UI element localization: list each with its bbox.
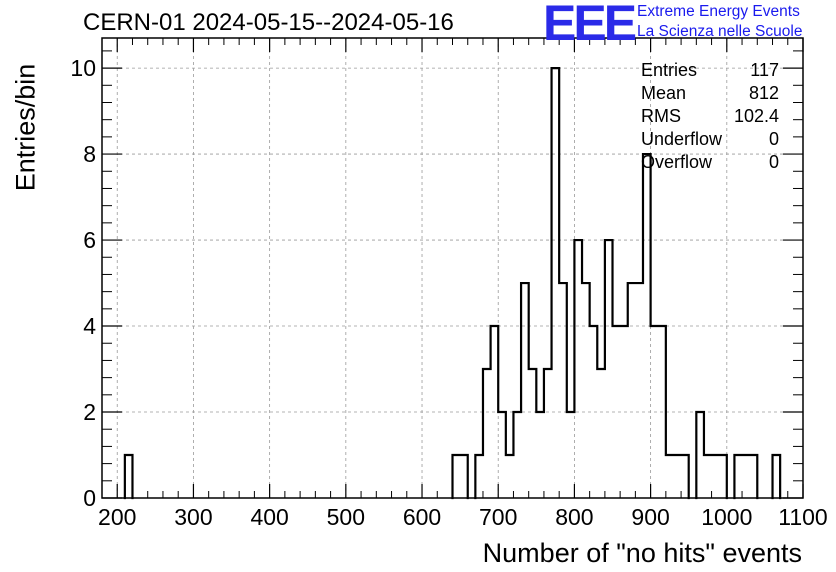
x-tick-label: 1100 — [778, 504, 827, 530]
histogram-bin — [475, 455, 483, 498]
histogram-bin — [719, 455, 727, 498]
histogram-bin — [536, 412, 544, 498]
plot-frame — [101, 37, 804, 499]
histogram-bin — [506, 455, 514, 498]
stats-value: 812 — [748, 83, 779, 103]
histogram-bin — [704, 455, 712, 498]
stats-value: 0 — [768, 129, 779, 149]
x-tick-label: 600 — [403, 504, 441, 530]
x-tick-label: 300 — [174, 504, 212, 530]
histogram-bin — [666, 455, 674, 498]
x-tick-label: 700 — [479, 504, 517, 530]
x-tick-label: 400 — [250, 504, 288, 530]
stats-label: Mean — [641, 83, 687, 103]
x-axis-label: Number of "no hits" events — [482, 538, 802, 568]
histogram-bin — [628, 283, 636, 498]
y-tick-label: 4 — [83, 313, 96, 339]
histogram-bin — [673, 455, 681, 498]
stats-label: Entries — [641, 60, 698, 80]
histogram-bin — [513, 412, 521, 498]
chart-title: CERN-01 2024-05-15--2024-05-16 — [83, 9, 454, 36]
x-tick-label: 800 — [555, 504, 593, 530]
histogram-bin — [712, 455, 720, 498]
histogram-bin — [453, 455, 461, 498]
stats-label: RMS — [641, 106, 681, 126]
stats-row-rms: RMS 102.4 — [641, 105, 779, 128]
logo-line-1: Extreme Energy Events — [637, 3, 800, 20]
histogram-bin — [773, 455, 781, 498]
stats-box: Entries 117 Mean 812 RMS 102.4 Underflow… — [641, 59, 779, 174]
stats-value: 117 — [750, 60, 779, 80]
histogram-bin — [574, 240, 582, 498]
x-tick-label: 1000 — [701, 504, 752, 530]
histogram-bin — [521, 283, 529, 498]
histogram-bin — [582, 283, 590, 498]
y-tick-label: 10 — [70, 55, 96, 81]
histogram-bin — [483, 369, 491, 498]
logo-line-2: La Scienza nelle Scuole — [637, 23, 803, 40]
stats-value: 102.4 — [733, 106, 779, 126]
x-tick-label: 500 — [327, 504, 365, 530]
histogram-bin — [460, 455, 468, 498]
y-tick-label: 6 — [83, 227, 96, 253]
histogram-bin — [681, 455, 689, 498]
histogram-bin — [696, 412, 704, 498]
histogram-bin — [559, 283, 567, 498]
histogram-bin — [734, 455, 742, 498]
histogram-bin — [742, 455, 750, 498]
stats-row-overflow: Overflow 0 — [641, 151, 779, 174]
stats-row-entries: Entries 117 — [641, 59, 779, 82]
y-tick-labels: 0 2 4 6 8 10 — [70, 55, 96, 511]
histogram-bin — [529, 369, 537, 498]
histogram-bin — [635, 283, 643, 498]
histogram-bin — [567, 412, 575, 498]
minor-ticks — [101, 38, 803, 498]
y-tick-label: 0 — [83, 485, 96, 511]
histogram-bin — [544, 369, 552, 498]
y-tick-label: 2 — [83, 399, 96, 425]
stats-label: Underflow — [641, 129, 723, 149]
histogram-bin — [750, 455, 758, 498]
histogram-outline — [123, 66, 782, 500]
stats-row-underflow: Underflow 0 — [641, 128, 779, 151]
logo-caption: Extreme Energy Events La Scienza nelle S… — [637, 2, 802, 42]
eee-logo: EEE — [543, 0, 637, 51]
stats-row-mean: Mean 812 — [641, 82, 779, 105]
histogram-bin — [552, 68, 560, 498]
y-axis-label: Entries/bin — [10, 63, 41, 192]
histogram-bin — [498, 412, 506, 498]
x-tick-label: 900 — [631, 504, 669, 530]
histogram-bin — [605, 240, 613, 498]
stats-label: Overflow — [641, 152, 713, 172]
x-tick-label: 200 — [98, 504, 136, 530]
histogram-bin — [125, 455, 133, 498]
y-tick-label: 8 — [83, 141, 96, 167]
histogram-bars — [123, 66, 782, 500]
x-tick-labels: 200 300 400 500 600 700 800 900 1000 1100 — [98, 504, 828, 530]
stats-value: 0 — [768, 152, 779, 172]
histogram-bin — [597, 369, 605, 498]
